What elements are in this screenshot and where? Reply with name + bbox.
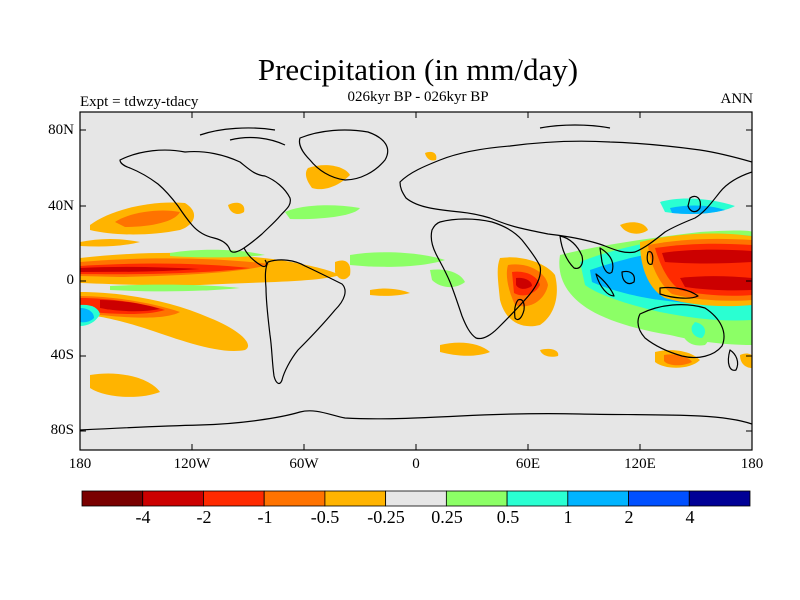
coastline-new-guinea [659, 286, 699, 299]
colorbar-label: 0.25 [431, 507, 463, 527]
coastline-south-america [264, 259, 346, 385]
coastline-antarctica [80, 410, 752, 431]
anomaly-patch [110, 284, 240, 292]
anomaly-patch [305, 165, 350, 190]
x-axis-label-0: 0 [412, 456, 420, 472]
colorbar-label: 2 [624, 507, 634, 527]
x-axis-label-180e: 180 [740, 456, 764, 472]
colorbar-label: -1 [257, 507, 273, 527]
colorbar-swatch [385, 490, 447, 507]
coastline-madagascar [514, 298, 525, 321]
experiment-label: Expt = tdwzy-tdacy [80, 94, 199, 110]
axis-ticks [79, 112, 753, 450]
coastline-arctic-islands [199, 124, 611, 146]
anomaly-patch [115, 210, 180, 227]
coastline-europe-asia [399, 140, 752, 254]
x-axis-label-120w: 120W [173, 456, 211, 472]
colorbar-swatch [324, 490, 387, 507]
colorbar-label: 0.5 [496, 507, 520, 527]
y-axis-label-40n: 40N [48, 198, 74, 214]
coastline-southeast-asia [599, 247, 614, 274]
colorbar-swatch [688, 490, 751, 507]
y-axis-label-80n: 80N [48, 122, 74, 138]
coastline-africa [430, 218, 542, 340]
anomaly-patch [285, 205, 360, 220]
season-label: ANN [720, 91, 754, 107]
y-axis-label-40s: 40S [50, 347, 74, 363]
anomaly-patch [80, 239, 140, 247]
anomaly-patch [335, 260, 351, 280]
anomaly-patch [740, 353, 752, 368]
colorbar-swatch [506, 490, 569, 507]
colorbar-label: 1 [563, 507, 573, 527]
colorbar-label: -4 [135, 507, 151, 527]
y-axis-label-80s: 80S [50, 422, 74, 438]
coastline-japan [687, 195, 701, 213]
coastline-borneo [621, 270, 635, 285]
x-axis-label-120e: 120E [624, 456, 656, 472]
coastlines [80, 124, 752, 431]
colorbar-swatch [567, 490, 629, 507]
colorbar-label: -0.25 [367, 507, 405, 527]
anomaly-patch [540, 348, 559, 357]
coastline-greenland [298, 129, 389, 181]
anomaly-patch [100, 300, 160, 312]
colorbar-swatch [142, 490, 204, 507]
colorbar-label: -0.5 [310, 507, 340, 527]
anomaly-patch [670, 205, 725, 214]
anomaly-fields [80, 151, 752, 397]
colorbar-label: -2 [196, 507, 212, 527]
anomaly-patch [228, 202, 245, 214]
anomaly-patch [691, 322, 706, 338]
x-axis-label-60e: 60E [515, 456, 541, 472]
x-axis-label-60w: 60W [289, 456, 319, 472]
anomaly-patch [662, 249, 752, 264]
anomaly-patch [425, 151, 437, 161]
coastline-sumatra [595, 273, 615, 297]
colorbar-swatch [81, 490, 144, 507]
coastline-new-zealand [727, 349, 739, 371]
anomaly-patch [680, 276, 752, 291]
coastline-north-america [119, 149, 291, 253]
anomaly-patch [350, 252, 445, 267]
colorbar-swatch [203, 490, 265, 507]
anomaly-patch [90, 373, 160, 397]
anomaly-patch [80, 266, 200, 272]
colorbar-label: 4 [685, 507, 695, 527]
coastline-india [559, 235, 584, 269]
plot-title: Precipitation (in mm/day) [257, 52, 579, 87]
plot-subtitle: 026kyr BP - 026kyr BP [347, 89, 489, 105]
colorbar-swatch [445, 490, 508, 507]
x-axis-label-180w: 180 [68, 456, 92, 472]
y-axis-label-0: 0 [66, 272, 75, 288]
anomaly-patch [430, 269, 465, 288]
anomaly-patch [440, 342, 490, 356]
anomaly-patch [170, 249, 265, 258]
coastline-philippines [646, 251, 654, 265]
anomaly-patch [370, 288, 410, 296]
anomaly-patch [516, 277, 532, 289]
colorbar [81, 490, 751, 507]
colorbar-swatch [263, 490, 326, 507]
coastline-australia [637, 304, 725, 359]
colorbar-swatch [628, 490, 690, 507]
anomaly-patch [80, 308, 94, 323]
anomaly-patch [620, 222, 648, 234]
coastline-central-america [243, 247, 268, 268]
